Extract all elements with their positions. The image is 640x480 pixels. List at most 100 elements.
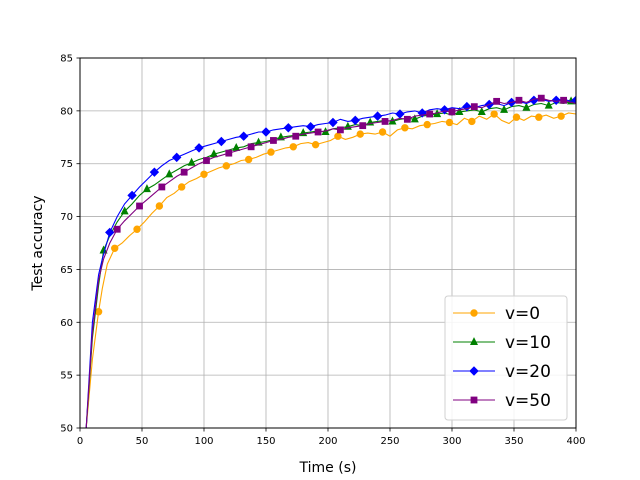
data-point: [200, 170, 208, 178]
data-point: [222, 162, 231, 170]
data-point: [470, 103, 478, 111]
data-point: [455, 107, 464, 115]
legend-label: v=10: [505, 333, 551, 353]
data-point: [571, 95, 576, 105]
data-point: [177, 183, 186, 191]
data-point: [111, 244, 119, 252]
legend-label: v=20: [505, 362, 551, 382]
data-point: [216, 136, 227, 147]
x-tick-label: 200: [318, 436, 337, 447]
data-point: [328, 117, 338, 128]
legend-marker: [469, 366, 479, 376]
series-layer: [85, 94, 576, 428]
data-point: [209, 149, 218, 158]
data-point: [560, 96, 568, 104]
data-point: [270, 137, 277, 144]
legend-label: v=50: [505, 391, 551, 411]
data-point: [493, 97, 501, 105]
x-tick-label: 100: [194, 436, 213, 447]
legend-entry: v=0: [453, 304, 540, 324]
data-point: [94, 308, 103, 316]
data-point: [337, 126, 344, 134]
legend-entry: v=50: [453, 391, 551, 411]
data-point: [267, 148, 275, 156]
data-point: [537, 94, 545, 102]
y-tick-label: 80: [60, 106, 73, 117]
data-point: [500, 104, 509, 113]
x-tick-label: 0: [77, 436, 83, 447]
data-point: [445, 118, 454, 127]
x-tick-label: 350: [504, 436, 523, 447]
data-point: [350, 115, 360, 126]
y-tick-label: 55: [60, 371, 73, 382]
data-point: [372, 111, 383, 121]
data-point: [468, 117, 476, 126]
data-point: [359, 122, 367, 130]
data-point: [232, 142, 241, 151]
data-point: [165, 169, 174, 178]
data-point: [136, 202, 143, 210]
y-axis-label: Test accuracy: [30, 195, 46, 291]
data-point: [477, 107, 486, 115]
data-point: [551, 95, 561, 105]
data-point: [522, 102, 531, 111]
data-point: [127, 190, 137, 201]
data-point: [401, 124, 409, 132]
data-point: [261, 127, 271, 137]
data-point: [283, 123, 294, 133]
data-point: [172, 152, 182, 163]
series-v-50: [85, 94, 576, 428]
y-axis: 50 55 60 65 70 75 80 85: [60, 54, 80, 435]
data-point: [203, 157, 210, 164]
data-point: [378, 128, 387, 136]
data-point: [356, 130, 364, 138]
legend-marker: [470, 309, 478, 317]
data-point: [289, 143, 297, 151]
data-point: [557, 112, 565, 120]
data-point: [334, 132, 342, 140]
data-point: [314, 128, 322, 136]
data-point: [426, 110, 434, 118]
y-tick-label: 65: [60, 265, 73, 276]
data-point: [448, 108, 456, 116]
x-tick-label: 250: [380, 436, 399, 447]
data-point: [194, 143, 204, 153]
legend-entry: v=10: [453, 333, 551, 353]
x-axis-label: Time (s): [299, 460, 357, 476]
data-point: [512, 113, 521, 121]
data-point: [311, 140, 320, 149]
data-point: [149, 167, 160, 177]
data-point: [158, 183, 166, 191]
data-point: [225, 149, 233, 157]
data-point: [113, 225, 121, 233]
x-tick-label: 150: [256, 436, 275, 447]
data-point: [535, 113, 543, 121]
x-tick-label: 300: [442, 436, 461, 447]
data-point: [187, 157, 196, 166]
data-point: [180, 168, 188, 176]
data-point: [133, 225, 141, 233]
data-point: [515, 96, 523, 104]
legend: v=0 v=10 v=20 v=50: [444, 295, 568, 421]
y-tick-label: 75: [60, 159, 73, 170]
legend-label: v=0: [505, 304, 540, 324]
data-point: [381, 118, 389, 125]
data-point: [490, 110, 498, 118]
data-point: [292, 132, 300, 140]
data-point: [423, 120, 431, 129]
data-point: [410, 114, 419, 123]
data-point: [403, 115, 411, 123]
data-point: [142, 184, 151, 193]
legend-marker: [470, 396, 478, 404]
plot-area: [79, 57, 577, 429]
data-point: [305, 122, 316, 132]
data-point: [244, 155, 253, 164]
y-tick-label: 50: [60, 424, 73, 435]
x-axis: 0 50 100 150 200 250 300 350 400: [77, 428, 586, 447]
legend-box: [444, 295, 568, 421]
y-tick-label: 85: [60, 54, 73, 65]
data-point: [238, 131, 249, 141]
legend-entry: v=20: [453, 362, 551, 382]
data-point: [120, 206, 129, 215]
